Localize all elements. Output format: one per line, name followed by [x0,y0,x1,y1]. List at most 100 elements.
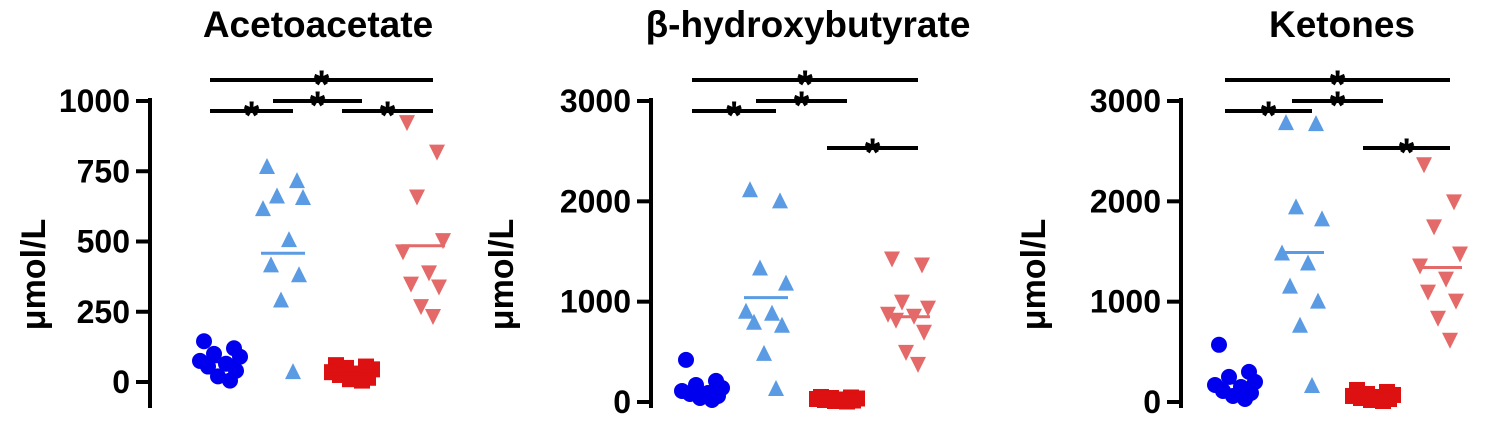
data-point [425,308,441,325]
data-point [222,372,238,389]
data-point [1225,387,1241,404]
significance-star: * [380,94,396,138]
data-point [409,189,425,206]
data-point [413,299,429,316]
series-triangle-up [255,158,311,380]
series-triangle-down [880,251,936,373]
y-tick-label: 1000 [1090,284,1161,320]
data-point [1292,316,1308,333]
data-point [281,231,297,248]
data-point [273,291,289,308]
series-triangle-down [395,115,451,325]
y-tick-label: 1000 [59,83,130,119]
data-point [916,324,932,341]
y-tick-label: 0 [613,384,631,420]
series-triangle-down [1412,157,1468,349]
data-point [756,344,772,361]
series-circle [674,351,730,408]
data-point [894,294,910,311]
data-point [263,256,279,273]
data-point [259,158,275,175]
data-point [778,274,794,291]
data-point [1314,210,1330,227]
y-tick-label: 1000 [560,284,631,320]
data-point [1416,157,1432,174]
data-point [1300,254,1316,271]
data-point [839,393,855,410]
data-point [291,266,307,283]
data-point [255,200,271,217]
data-point [1221,368,1237,385]
data-point [1304,376,1320,393]
data-point [880,306,896,323]
y-tick-label: 2000 [1090,183,1161,219]
data-point [738,302,754,319]
series-circle [1207,336,1263,407]
significance-star: * [244,94,260,138]
series-square [809,388,865,410]
data-point [884,251,900,268]
data-point [210,368,226,385]
data-point [1237,390,1253,407]
data-point [435,233,451,250]
y-tick-label: 2000 [560,183,631,219]
data-point [1420,284,1436,301]
panel-title: Acetoacetate [203,4,433,45]
data-point [429,144,445,161]
data-point [289,172,305,189]
data-point [399,115,415,132]
series-triangle-up [1274,114,1330,393]
data-point [692,389,708,406]
data-point [285,363,301,380]
data-point [774,316,790,333]
data-point [421,265,437,282]
series-square [324,357,380,389]
series-triangle-up [738,181,794,396]
data-point [431,279,447,296]
y-tick-label: 3000 [560,83,631,119]
y-tick-label: 0 [1143,384,1161,420]
data-point [1211,336,1227,353]
data-point [752,259,768,276]
data-point [1452,246,1468,263]
data-point [295,188,311,205]
data-point [196,333,212,350]
data-point [206,345,222,362]
y-axis-label: μmol/L [15,219,53,330]
data-point [395,244,411,261]
data-point [764,304,780,321]
data-point [1288,198,1304,215]
significance-star: * [314,63,330,107]
data-point [772,192,788,209]
y-tick-label: 0 [112,364,130,400]
panel-title: Ketones [1269,4,1415,45]
significance-star: * [1330,63,1346,107]
data-point [1282,277,1298,294]
significance-star: * [794,84,810,128]
significance-star: * [1261,94,1277,138]
data-point [888,312,904,329]
data-point [1446,194,1462,211]
significance-star: * [1330,84,1346,128]
y-tick-label: 3000 [1090,83,1161,119]
series-circle [192,333,248,389]
data-point [403,276,419,293]
data-point [678,351,694,368]
significance-star: * [726,94,742,138]
y-axis-label: μmol/L [1015,219,1053,330]
significance-star: * [310,84,326,128]
data-point [898,344,914,361]
data-point [704,391,720,408]
data-point [746,313,762,330]
data-point [1442,332,1458,349]
data-point [1448,293,1464,310]
data-point [914,257,930,274]
y-tick-label: 250 [77,294,130,330]
data-point [354,372,370,389]
data-point [742,181,758,198]
data-point [1426,219,1442,236]
